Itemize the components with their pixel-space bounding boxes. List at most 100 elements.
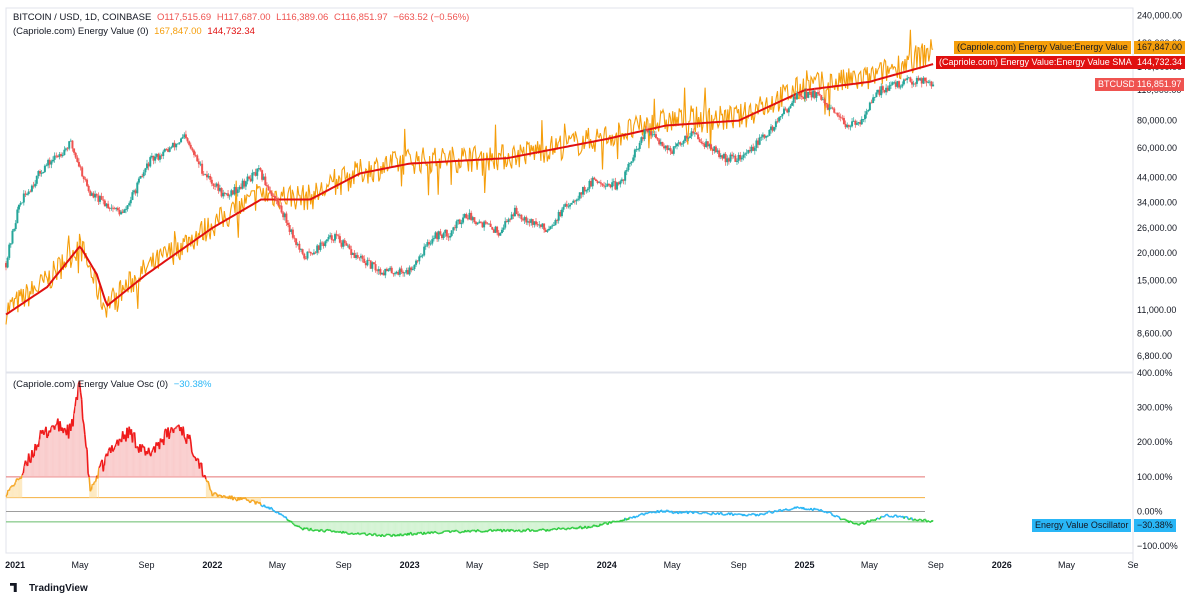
btc-candle-body [489, 223, 492, 227]
btc-candle-body [547, 228, 550, 231]
energy-value-oscillator-line [898, 515, 900, 518]
energy-value-oscillator-line [333, 530, 337, 533]
osc-zone-fill [14, 481, 16, 498]
osc-zone-fill [366, 521, 368, 536]
btc-candle-body [376, 270, 379, 272]
energy-value-oscillator-line [318, 529, 322, 533]
energy-value-oscillator-line [529, 529, 532, 533]
btc-candle-body [475, 222, 478, 225]
btc-candle-body [243, 180, 246, 187]
change-value: −663.52 (−0.56%) [393, 12, 470, 23]
energy-value-oscillator-line [469, 530, 472, 533]
osc-tick-label: 400.00% [1137, 368, 1173, 378]
osc-zone-fill [321, 521, 323, 531]
energy-value-oscillator-line [781, 509, 784, 512]
osc-zone-fill [79, 381, 81, 477]
btc-candle-body [823, 99, 826, 104]
osc-zone-fill [136, 446, 138, 477]
btc-candle-body [298, 243, 301, 250]
energy-value-oscillator-line [434, 530, 437, 533]
osc-zone-fill [333, 521, 335, 532]
osc-zone-fill [82, 418, 84, 477]
osc-zone-fill [490, 521, 492, 530]
btc-candle-body [518, 214, 521, 216]
osc-zone-fill [191, 451, 193, 477]
osc-zone-fill [187, 434, 189, 477]
osc-zone-fill [147, 447, 149, 477]
energy-value-oscillator-line [207, 480, 210, 486]
osc-zone-fill [115, 444, 117, 477]
btc-candle-body [562, 206, 565, 210]
energy-value-oscillator-line [211, 494, 215, 497]
btc-candle-body [100, 196, 103, 200]
energy-value-oscillator-line [253, 499, 255, 502]
btc-candle-body [462, 217, 465, 223]
energy-value-oscillator-line [432, 531, 435, 534]
btc-candle-body [128, 203, 131, 206]
btc-candle-body [855, 123, 858, 125]
osc-zone-fill [485, 521, 487, 532]
energy-value-oscillator-line [72, 413, 75, 427]
btc-candle-body [470, 212, 473, 221]
btc-candle-body [356, 255, 359, 258]
btc-candle-body [432, 238, 435, 240]
btc-candle-body [34, 183, 37, 187]
btc-candle-body [251, 172, 254, 182]
btc-candle-body [734, 155, 737, 162]
btc-candle-body [366, 259, 369, 266]
energy-value-oscillator-line [479, 530, 483, 533]
btc-candle-body [486, 223, 489, 225]
osc-zone-fill [468, 521, 470, 533]
osc-zone-fill [369, 521, 371, 534]
energy-value-oscillator-line [713, 512, 716, 515]
osc-zone-fill [356, 521, 358, 534]
btc-candle-body [411, 269, 414, 271]
btc-candle-body [171, 142, 174, 148]
energy-value-oscillator-line [388, 533, 392, 537]
osc-zone-fill [576, 521, 578, 530]
energy-value-oscillator-line [204, 474, 207, 480]
energy-value-oscillator-line [376, 534, 379, 537]
btc-candle-body [627, 163, 630, 171]
btc-candle-body [160, 155, 163, 157]
btc-candle-body [228, 195, 231, 197]
osc-zone-fill [425, 521, 427, 535]
btc-candle-body [922, 77, 925, 84]
btc-candle-body [48, 159, 51, 165]
btc-candle-body [312, 252, 315, 255]
btc-candle-body [920, 78, 923, 84]
energy-value-oscillator-line [256, 500, 259, 503]
btc-candle-body [585, 190, 588, 192]
osc-zone-fill [450, 521, 452, 533]
btc-candle-body [337, 235, 340, 237]
energy-value-oscillator-line [102, 465, 106, 472]
btc-candle-body [311, 253, 314, 255]
btc-candle-body [565, 204, 568, 207]
btc-candle-body [32, 185, 35, 187]
osc-zone-fill [410, 521, 412, 533]
energy-value-oscillator-line [174, 426, 178, 429]
tradingview-icon [10, 583, 17, 592]
energy-value-oscillator-line [9, 486, 12, 489]
energy-value-oscillator-line [556, 527, 559, 531]
btc-candle-body [619, 181, 622, 185]
osc-zone-fill [510, 521, 512, 531]
btc-candle-body [277, 201, 280, 206]
btc-candle-body [458, 219, 461, 225]
osc-zone-fill [589, 521, 591, 528]
energy-value-oscillator-line [337, 530, 340, 534]
price-tick-label: 44,000.00 [1137, 173, 1177, 183]
osc-zone-fill [527, 521, 529, 530]
btc-candle-body [410, 267, 413, 271]
energy-value-oscillator-line [548, 528, 552, 532]
osc-zone-fill [405, 521, 407, 536]
btc-candle-body [766, 135, 769, 137]
osc-zone-fill [419, 521, 421, 534]
btc-candle-body [912, 83, 915, 85]
energy-value-oscillator-line [872, 519, 875, 522]
energy-value-oscillator-line [873, 519, 876, 522]
btc-candle-body [710, 144, 713, 150]
btc-candle-body [578, 192, 581, 199]
btc-candle-body [377, 269, 380, 272]
energy-value-oscillator-line [765, 512, 768, 515]
